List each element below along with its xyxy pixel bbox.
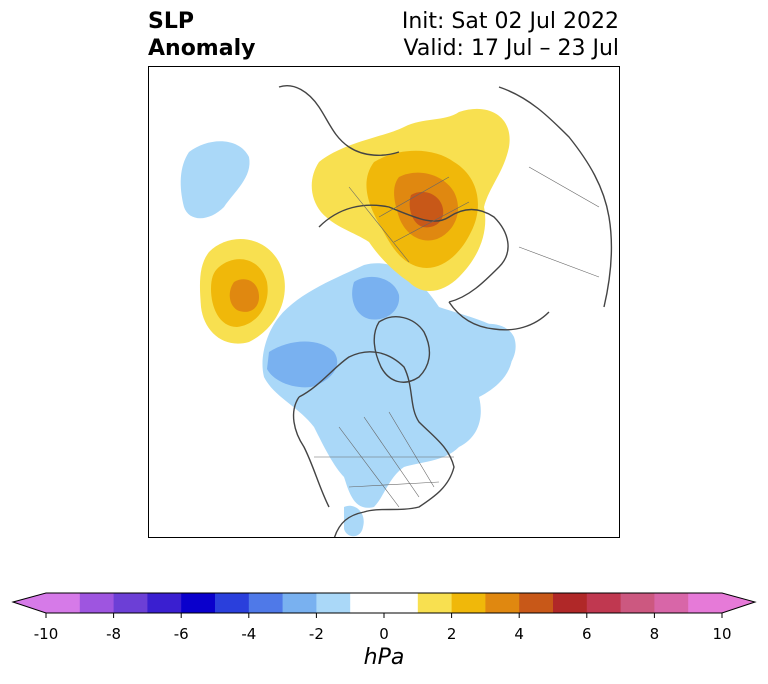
map-title: SLP Anomaly [148,8,255,62]
colorbar-cell [181,593,216,613]
colorbar-tick-label: 8 [649,625,660,643]
anomaly-canada-arctic-low [262,263,513,508]
slp-anomaly-map [180,85,613,537]
anomaly-gulf-of-alaska-high-core [229,279,259,312]
coastlines [278,85,613,537]
colorbar-cell [417,593,453,613]
colorbar-tick-label: -4 [241,625,257,643]
map-panel [148,66,620,538]
colorbar-tick-label: 2 [446,625,457,643]
colorbar-cell [553,593,588,613]
anomaly-florida-low [344,505,364,537]
colorbar-tick-label: 0 [379,625,389,643]
colorbar [11,592,757,618]
colorbar-extend-low [13,593,46,613]
anomaly-north-atlantic-low [443,323,516,386]
colorbar-cell [282,593,317,613]
anomaly-greenland-low-core [352,276,400,320]
colorbar-cell [248,593,284,613]
colorbar-cell [215,593,250,613]
map-dates: Init: Sat 02 Jul 2022 Valid: 17 Jul – 23… [402,8,619,62]
colorbar-cell [620,593,655,613]
colorbar-cell [350,593,419,613]
colorbar-cell [147,593,182,613]
colorbar-cell [519,593,554,613]
colorbar-cell [586,593,622,613]
colorbar-tick-label: 4 [514,625,524,643]
colorbar-cell [485,593,520,613]
colorbar-tick-label: -10 [33,625,59,643]
colorbar-cell [688,593,723,613]
colorbar-cell [79,593,115,613]
colorbar-cell [451,593,486,613]
colorbar-tick-label: -6 [173,625,189,643]
anomaly-central-pacific-low [180,141,250,219]
anomaly-nw-canada-low-core [267,341,338,388]
valid-range: Valid: 17 Jul – 23 Jul [403,36,619,61]
colorbar-tick-label: 6 [582,625,592,643]
init-date: Init: Sat 02 Jul 2022 [401,9,619,34]
colorbar-cell [654,593,689,613]
colorbar-extend-high [722,593,755,613]
colorbar-tick-label: 10 [712,625,732,643]
colorbar-cell [113,593,148,613]
colorbar-unit-label: hPa [363,645,405,670]
title-line-type: Anomaly [148,36,256,61]
colorbar-cell [316,593,351,613]
colorbar-tick-label: -8 [106,625,122,643]
colorbar-cell [46,593,81,613]
borders [314,166,600,508]
title-line-variable: SLP [148,9,194,34]
colorbar-tick-label: -2 [308,625,324,643]
